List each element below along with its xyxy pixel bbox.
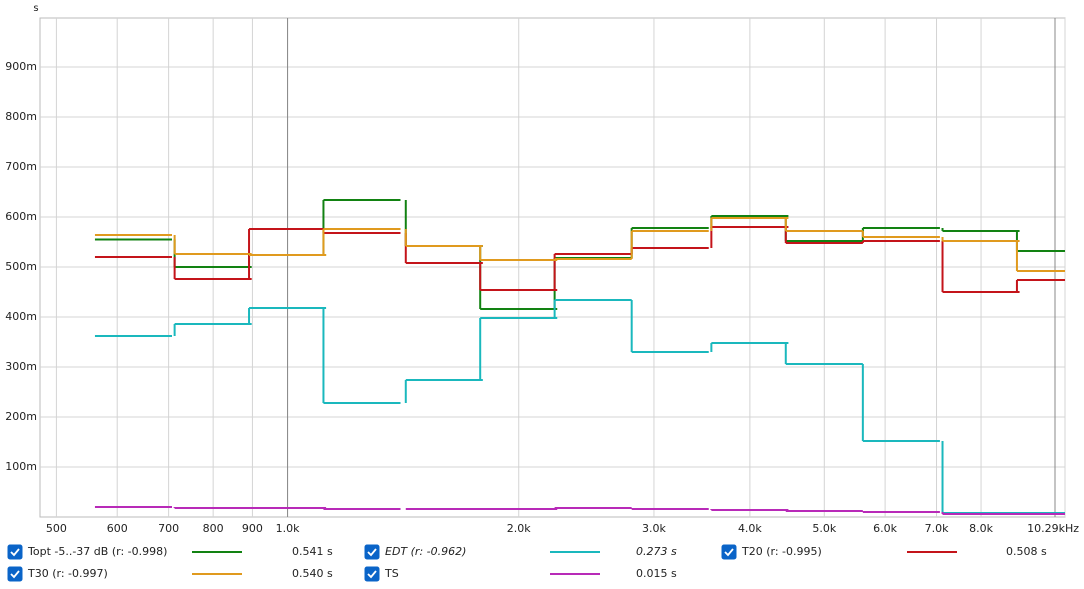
checkbox-box [7, 566, 23, 582]
legend-label: Topt -5..-37 dB (r: -0.998) [27, 545, 167, 558]
y-tick-label: 900m [5, 60, 37, 73]
checkbox-box [364, 566, 380, 582]
y-unit: s [33, 3, 38, 14]
legend-summary: 0.541 s [292, 545, 333, 558]
y-tick-label: 500m [5, 260, 37, 273]
x-tick-label: 500 [46, 522, 67, 535]
legend-summary: 0.508 s [1006, 545, 1047, 558]
legend-label: T30 (r: -0.997) [27, 567, 108, 580]
x-tick-label: 700 [158, 522, 179, 535]
legend-summary: 0.015 s [636, 567, 677, 580]
legend-checkbox[interactable] [364, 544, 380, 560]
checkbox-box [364, 544, 380, 560]
x-tick-label: 8.0k [969, 522, 993, 535]
legend-label: TS [384, 567, 399, 580]
series-layer [94, 199, 1065, 515]
x-tick-label: 10.29kHz [1027, 522, 1079, 535]
y-tick-label: 800m [5, 110, 37, 123]
checkbox-tick [367, 548, 377, 557]
x-tick-label: 2.0k [507, 522, 531, 535]
checkbox-tick [10, 548, 20, 557]
legend-label: EDT (r: -0.962) [385, 545, 466, 558]
checkbox-tick [10, 570, 20, 579]
x-tick-label: 3.0k [642, 522, 666, 535]
y-tick-label: 300m [5, 360, 37, 373]
x-tick-label: 4.0k [738, 522, 762, 535]
x-tick-label: 6.0k [873, 522, 897, 535]
legend-checkbox[interactable] [364, 566, 380, 582]
checkbox-box [7, 544, 23, 560]
x-tick-label: 7.0k [925, 522, 949, 535]
legend-summary: 0.273 s [636, 545, 677, 558]
checkbox-tick [367, 570, 377, 579]
x-tick-label: 800 [203, 522, 224, 535]
legend-checkbox[interactable] [7, 566, 23, 582]
x-tick-label: 600 [107, 522, 128, 535]
x-tick-label: 900 [242, 522, 263, 535]
y-tick-label: 600m [5, 210, 37, 223]
checkbox-box [721, 544, 737, 560]
legend-label: T20 (r: -0.995) [741, 545, 822, 558]
legend-checkbox[interactable] [7, 544, 23, 560]
y-tick-label: 400m [5, 310, 37, 323]
legend-checkbox[interactable] [721, 544, 737, 560]
y-tick-label: 100m [5, 460, 37, 473]
x-tick-label: 1.0k [276, 522, 300, 535]
checkbox-tick [724, 548, 734, 557]
y-tick-label: 700m [5, 160, 37, 173]
x-tick-label: 5.0k [812, 522, 836, 535]
legend-summary: 0.540 s [292, 567, 333, 580]
y-tick-label: 200m [5, 410, 37, 423]
